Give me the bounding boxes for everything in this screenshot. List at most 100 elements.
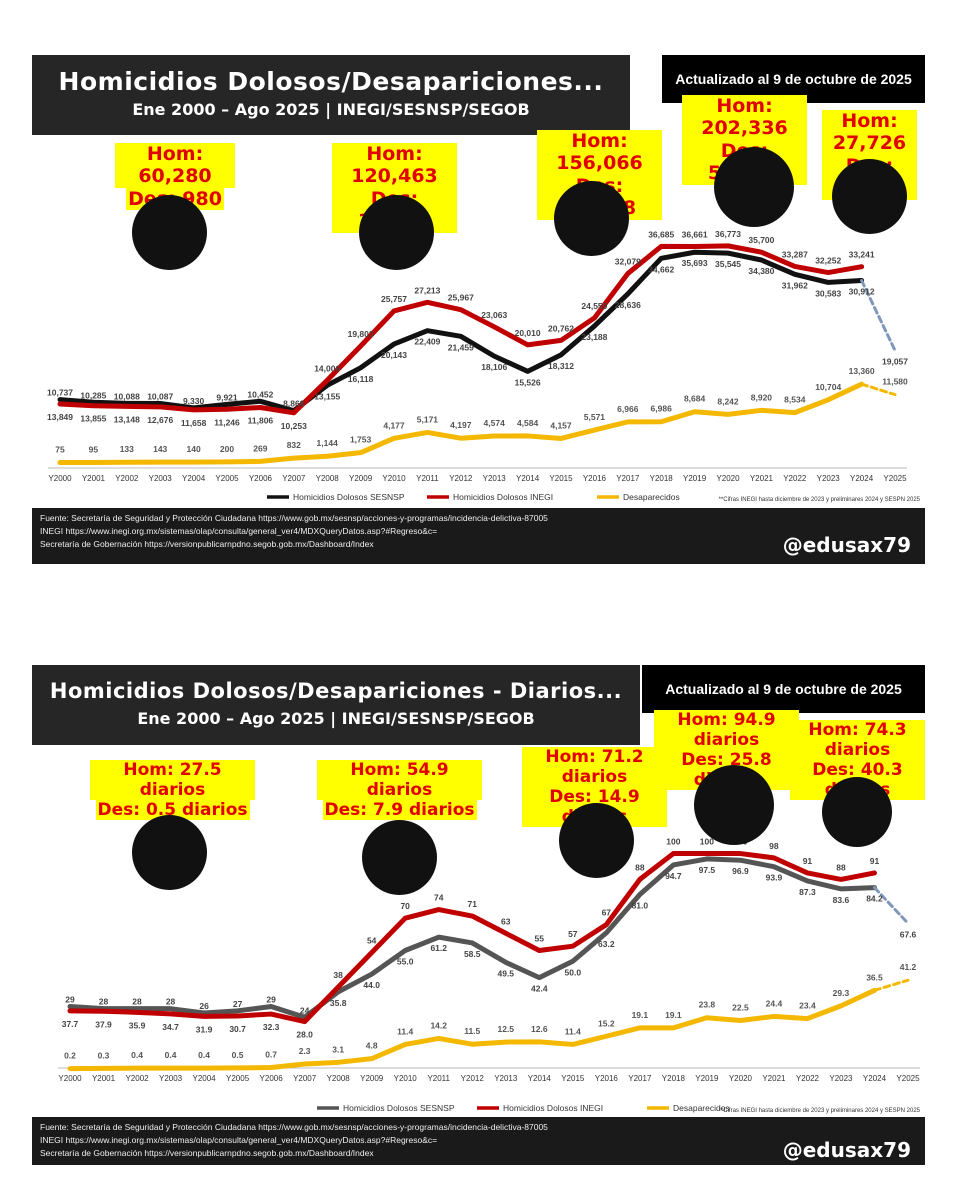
annotation-des: Des: 7.9 diarios (322, 800, 477, 821)
data-label: 30,912 (849, 286, 875, 296)
annotation-hom: Hom: 71.2 diarios (522, 747, 667, 788)
x-tick-label: Y2005 (215, 474, 239, 483)
data-label: 36.5 (866, 972, 883, 982)
chart-2-svg: Y2000 Y2001 Y2002 Y2003 Y2004 Y2005 Y2006 Y2007… (58, 837, 920, 1113)
x-tick-label: Y2003 (159, 1074, 183, 1083)
annotation-hom: Hom: 60,280 (115, 143, 235, 188)
data-label: 11,580 (882, 377, 908, 387)
data-label: 11.5 (464, 1026, 480, 1036)
data-label: 5,571 (584, 412, 606, 422)
data-label: 31,962 (782, 280, 808, 290)
x-tick-label: Y2000 (48, 474, 72, 483)
x-tick-label: Y2009 (349, 474, 373, 483)
data-label: 38 (333, 970, 343, 980)
title-banner: Homicidios Dolosos/Desapariciones... Ene… (32, 55, 630, 135)
x-tick-label: Y2019 (695, 1074, 719, 1083)
data-label: 19.1 (665, 1010, 682, 1020)
x-tick-label: Y2024 (863, 1074, 887, 1083)
chart-footnote: **Cifras INEGI hasta diciembre de 2023 y… (718, 1108, 920, 1114)
data-label: 19,803 (348, 329, 374, 339)
data-label: 94.7 (665, 871, 682, 881)
data-label: 10,087 (147, 391, 173, 401)
projection-line (872, 886, 910, 925)
data-label: 91 (803, 856, 813, 866)
data-label: 0.4 (198, 1050, 210, 1060)
data-label: 22.5 (732, 1003, 749, 1013)
data-label: 25,757 (381, 294, 407, 304)
data-label: 2.3 (299, 1046, 311, 1056)
data-label: 10,088 (114, 391, 140, 401)
author-handle: @edusax79 (782, 533, 911, 557)
portrait-fox (132, 815, 207, 890)
x-tick-label: Y2010 (394, 1074, 418, 1083)
data-label: 98 (769, 841, 779, 851)
x-tick-label: Y2022 (783, 474, 807, 483)
data-label: 11,806 (248, 415, 274, 425)
data-label: 20,762 (548, 323, 574, 333)
x-tick-label: Y2025 (896, 1074, 920, 1083)
data-label: 10,452 (247, 389, 273, 399)
data-label: 133 (120, 444, 134, 454)
data-label: 31.9 (196, 1024, 213, 1034)
legend-label: Homicidios Dolosos SESNSP (293, 492, 405, 502)
data-label: 24,559 (581, 301, 607, 311)
x-tick-label: Y2019 (683, 474, 707, 483)
data-label: 13,155 (314, 391, 340, 401)
data-label: 18,106 (481, 362, 507, 372)
data-label: 200 (220, 444, 234, 454)
data-label: 29 (65, 995, 75, 1005)
data-label: 832 (287, 440, 301, 450)
annotation-calderon: Hom: 54.9 diarios Des: 7.9 diarios (317, 760, 482, 821)
data-label: 33,241 (849, 250, 875, 260)
data-label: 8,534 (784, 395, 806, 405)
data-label: 0.4 (165, 1050, 177, 1060)
x-tick-label: Y2006 (249, 474, 273, 483)
projection-line (872, 978, 910, 992)
data-label: 34,380 (748, 266, 774, 276)
x-tick-label: Y2003 (149, 474, 173, 483)
x-tick-label: Y2013 (494, 1074, 518, 1083)
source-line: Fuente: Secretaría de Seguridad y Protec… (40, 513, 548, 523)
portrait-pena (554, 181, 629, 256)
data-label: 55.0 (397, 957, 414, 967)
data-label: 25,967 (448, 293, 474, 303)
data-label: 4.8 (366, 1041, 378, 1051)
projection-line (860, 278, 897, 352)
data-label: 33,287 (782, 249, 808, 259)
x-tick-label: Y2010 (382, 474, 406, 483)
data-label: 67 (602, 908, 612, 918)
x-tick-label: Y2023 (817, 474, 841, 483)
legend-label: Homicidios Dolosos INEGI (503, 1103, 603, 1113)
legend-label: Desaparecidos (623, 492, 680, 502)
data-label: 13,148 (114, 414, 140, 424)
x-tick-label: Y2011 (427, 1074, 450, 1083)
annotation-fox: Hom: 27.5 diarios Des: 0.5 diarios (90, 760, 255, 821)
data-label: 49.5 (497, 968, 514, 978)
portrait-pena (559, 803, 634, 878)
data-label: 20,010 (515, 328, 541, 338)
data-label: 1,144 (317, 438, 339, 448)
data-label: 100 (666, 837, 680, 847)
data-label: 74 (434, 893, 444, 903)
data-label: 12.6 (531, 1024, 548, 1034)
source-line: Fuente: Secretaría de Seguridad y Protec… (40, 1122, 548, 1132)
data-label: 32.3 (263, 1022, 280, 1032)
data-label: 96.9 (732, 866, 749, 876)
data-label: 19.1 (632, 1010, 649, 1020)
data-label: 23,063 (481, 310, 507, 320)
x-tick-label: Y2001 (92, 1074, 116, 1083)
data-label: 0.7 (265, 1049, 277, 1059)
annotation-hom: Hom: 74.3 diarios (790, 720, 925, 761)
data-label: 88 (635, 862, 645, 872)
x-tick-label: Y2014 (516, 474, 540, 483)
x-tick-label: Y2025 (883, 474, 907, 483)
x-tick-label: Y2018 (650, 474, 674, 483)
data-label: 26 (199, 1001, 209, 1011)
data-label: 12,676 (147, 415, 173, 425)
data-label: 61.2 (430, 943, 447, 953)
data-label: 83.6 (833, 895, 850, 905)
annotation-hom: Hom: 54.9 diarios (317, 760, 482, 801)
chart-panel-2: Y2000 Y2001 Y2002 Y2003 Y2004 Y2005 Y2006 Y2007… (32, 665, 925, 1167)
x-tick-label: Y2013 (483, 474, 507, 483)
x-tick-label: Y2008 (316, 474, 340, 483)
